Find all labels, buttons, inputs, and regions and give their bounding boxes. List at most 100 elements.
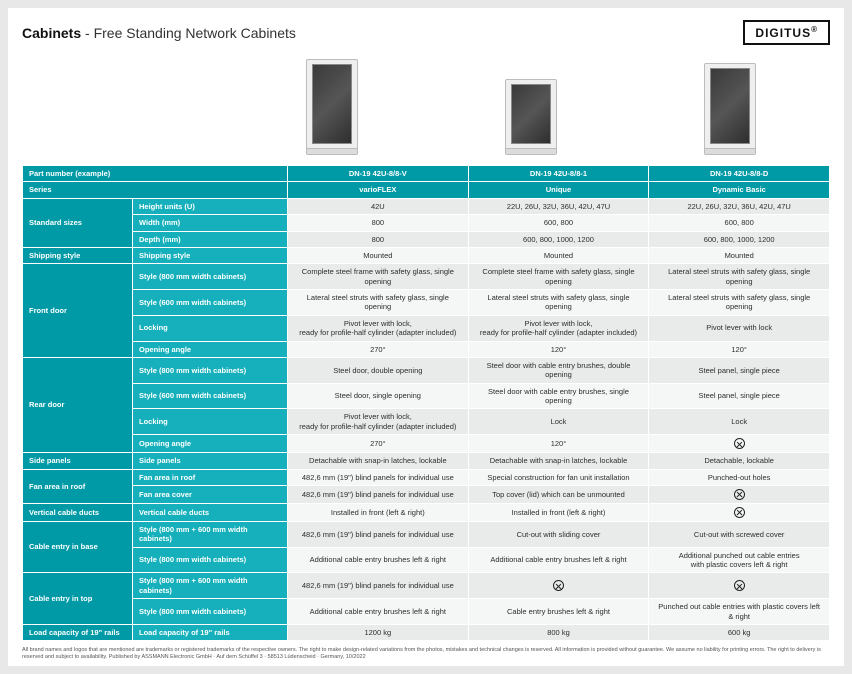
value-cell: 120° bbox=[468, 341, 649, 357]
value-cell: Lock bbox=[649, 409, 830, 435]
value-cell: 482,6 mm (19") blind panels for individu… bbox=[288, 485, 469, 503]
value-cell: 600 kg bbox=[649, 624, 830, 640]
table-row: Load capacity of 19" railsLoad capacity … bbox=[23, 624, 830, 640]
value-cell: Steel door, single opening bbox=[288, 383, 469, 409]
value-cell: Special construction for fan unit instal… bbox=[468, 469, 649, 485]
sub-label: Style (800 mm + 600 mm width cabinets) bbox=[133, 521, 288, 547]
footnote: All brand names and logos that are menti… bbox=[22, 647, 830, 660]
value-cell: Steel door, double opening bbox=[288, 357, 469, 383]
value-cell bbox=[468, 573, 649, 599]
value-cell: 800 kg bbox=[468, 624, 649, 640]
value-cell: 482,6 mm (19") blind panels for individu… bbox=[288, 469, 469, 485]
sub-label: Fan area in roof bbox=[133, 469, 288, 485]
group-label: Standard sizes bbox=[23, 198, 133, 247]
group-label: Vertical cable ducts bbox=[23, 503, 133, 521]
value-cell: Steel door with cable entry brushes, sin… bbox=[468, 383, 649, 409]
value-cell: Detachable with snap-in latches, lockabl… bbox=[288, 453, 469, 469]
value-cell: 800 bbox=[288, 215, 469, 231]
value-cell: Lock bbox=[468, 409, 649, 435]
table-row: Front doorStyle (800 mm width cabinets)C… bbox=[23, 264, 830, 290]
value-cell: Steel door with cable entry brushes, dou… bbox=[468, 357, 649, 383]
value-cell: 22U, 26U, 32U, 36U, 42U, 47U bbox=[649, 198, 830, 214]
value-cell: Additional punched out cable entrieswith… bbox=[649, 547, 830, 573]
sub-label: Style (800 mm width cabinets) bbox=[133, 357, 288, 383]
sub-label: Fan area cover bbox=[133, 485, 288, 503]
sub-label: Locking bbox=[133, 409, 288, 435]
table-row: Style (800 mm width cabinets)Additional … bbox=[23, 599, 830, 625]
value-cell: Dynamic Basic bbox=[649, 182, 830, 198]
not-available-icon bbox=[734, 489, 745, 500]
value-cell: Punched out cable entries with plastic c… bbox=[649, 599, 830, 625]
table-row: LockingPivot lever with lock,ready for p… bbox=[23, 315, 830, 341]
value-cell: Pivot lever with lock bbox=[649, 315, 830, 341]
value-cell: Lateral steel struts with safety glass, … bbox=[649, 290, 830, 316]
comparison-table: Part number (example)DN-19 42U-8/8-VDN-1… bbox=[22, 165, 830, 641]
value-cell: Additional cable entry brushes left & ri… bbox=[468, 547, 649, 573]
sub-label: Depth (mm) bbox=[133, 231, 288, 247]
table-row: Cable entry in topStyle (800 mm + 600 mm… bbox=[23, 573, 830, 599]
table-row: Width (mm)800600, 800600, 800 bbox=[23, 215, 830, 231]
product-image-3 bbox=[631, 53, 830, 161]
value-cell: Mounted bbox=[649, 247, 830, 263]
value-cell: 22U, 26U, 32U, 36U, 42U, 47U bbox=[468, 198, 649, 214]
sub-label: Style (800 mm width cabinets) bbox=[133, 599, 288, 625]
value-cell: 42U bbox=[288, 198, 469, 214]
table-row: Part number (example)DN-19 42U-8/8-VDN-1… bbox=[23, 166, 830, 182]
page-title: Cabinets - Free Standing Network Cabinet… bbox=[22, 25, 296, 41]
product-image-2 bbox=[431, 53, 630, 161]
not-available-icon bbox=[734, 507, 745, 518]
value-cell: Pivot lever with lock,ready for profile-… bbox=[288, 315, 469, 341]
sub-label: Vertical cable ducts bbox=[133, 503, 288, 521]
table-row: Cable entry in baseStyle (800 mm + 600 m… bbox=[23, 521, 830, 547]
sub-label: Style (600 mm width cabinets) bbox=[133, 383, 288, 409]
table-row: Standard sizesHeight units (U)42U22U, 26… bbox=[23, 198, 830, 214]
table-row: Shipping styleShipping styleMountedMount… bbox=[23, 247, 830, 263]
table-row: Side panelsSide panelsDetachable with sn… bbox=[23, 453, 830, 469]
table-row: Fan area in roofFan area in roof482,6 mm… bbox=[23, 469, 830, 485]
value-cell: Mounted bbox=[468, 247, 649, 263]
group-label: Load capacity of 19" rails bbox=[23, 624, 133, 640]
value-cell: Cut-out with screwed cover bbox=[649, 521, 830, 547]
value-cell: 270° bbox=[288, 341, 469, 357]
not-available-icon bbox=[734, 438, 745, 449]
not-available-icon bbox=[553, 580, 564, 591]
brand-logo: DIGITUS® bbox=[743, 20, 830, 45]
value-cell bbox=[649, 573, 830, 599]
sub-label: Style (800 mm width cabinets) bbox=[133, 264, 288, 290]
group-label: Side panels bbox=[23, 453, 133, 469]
product-image-row bbox=[22, 53, 830, 161]
table-row: Style (600 mm width cabinets)Lateral ste… bbox=[23, 290, 830, 316]
value-cell: Punched-out holes bbox=[649, 469, 830, 485]
group-label: Cable entry in base bbox=[23, 521, 133, 573]
value-cell: 120° bbox=[468, 435, 649, 453]
page-header: Cabinets - Free Standing Network Cabinet… bbox=[22, 20, 830, 45]
group-label: Series bbox=[23, 182, 288, 198]
value-cell: Top cover (lid) which can be unmounted bbox=[468, 485, 649, 503]
value-cell: Pivot lever with lock,ready for profile-… bbox=[468, 315, 649, 341]
product-image-1 bbox=[232, 53, 431, 161]
sub-label: Load capacity of 19" rails bbox=[133, 624, 288, 640]
value-cell: Unique bbox=[468, 182, 649, 198]
value-cell: Lateral steel struts with safety glass, … bbox=[468, 290, 649, 316]
title-bold: Cabinets bbox=[22, 25, 81, 41]
value-cell: Complete steel frame with safety glass, … bbox=[288, 264, 469, 290]
sub-label: Opening angle bbox=[133, 435, 288, 453]
value-cell bbox=[649, 485, 830, 503]
value-cell: Mounted bbox=[288, 247, 469, 263]
table-row: Opening angle270°120° bbox=[23, 435, 830, 453]
table-row: Fan area cover482,6 mm (19") blind panel… bbox=[23, 485, 830, 503]
value-cell: 600, 800, 1000, 1200 bbox=[468, 231, 649, 247]
group-label: Shipping style bbox=[23, 247, 133, 263]
value-cell: DN-19 42U-8/8-D bbox=[649, 166, 830, 182]
table-row: Depth (mm)800600, 800, 1000, 1200600, 80… bbox=[23, 231, 830, 247]
sub-label: Style (800 mm width cabinets) bbox=[133, 547, 288, 573]
sub-label: Shipping style bbox=[133, 247, 288, 263]
value-cell: 482,6 mm (19") blind panels for individu… bbox=[288, 573, 469, 599]
page: Cabinets - Free Standing Network Cabinet… bbox=[8, 8, 844, 666]
value-cell: DN-19 42U-8/8-V bbox=[288, 166, 469, 182]
value-cell: 482,6 mm (19") blind panels for individu… bbox=[288, 521, 469, 547]
value-cell: 600, 800 bbox=[468, 215, 649, 231]
group-label: Fan area in roof bbox=[23, 469, 133, 503]
value-cell: 1200 kg bbox=[288, 624, 469, 640]
value-cell: Detachable, lockable bbox=[649, 453, 830, 469]
